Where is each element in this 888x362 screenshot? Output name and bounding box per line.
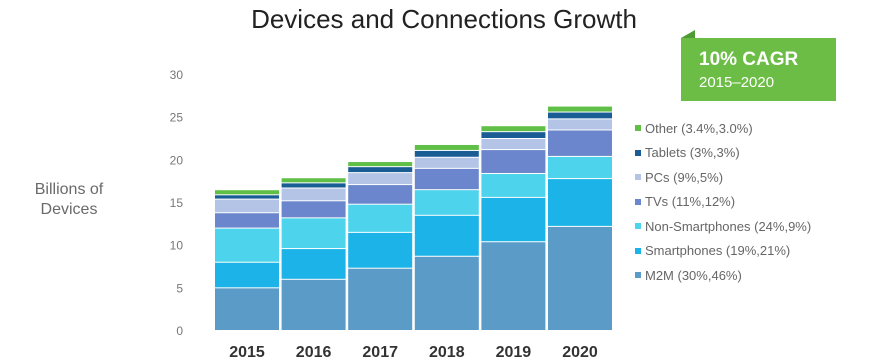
bar-segment (281, 178, 346, 183)
bar-segment (215, 262, 279, 288)
bar-segment (215, 288, 279, 330)
bar-segment (348, 232, 413, 268)
legend-label: Smartphones (19%,21%) (645, 243, 791, 259)
legend-item: PCs (9%,5%) (635, 165, 885, 190)
legend-swatch (635, 272, 641, 279)
chart-title: Devices and Connections Growth (251, 4, 637, 34)
bar-segment (348, 268, 413, 330)
legend-swatch (635, 247, 641, 254)
legend-label: Non-Smartphones (24%,9%) (645, 218, 812, 234)
cagr-callout: 10% CAGR 2015–2020 (681, 30, 836, 101)
bar-segment (548, 179, 612, 226)
bar-segment (215, 228, 279, 262)
legend-item: Smartphones (19%,21%) (635, 239, 885, 264)
callout-notch (681, 30, 695, 38)
legend: Other (3.4%,3.0%) Tablets (3%,3%) PCs (9%,… (635, 116, 885, 288)
bar-segment (414, 157, 479, 168)
legend-label: TVs (11%,12%) (645, 194, 736, 210)
y-tick-label: 0 (176, 324, 183, 338)
legend-item: Tablets (3%,3%) (635, 141, 885, 166)
bar-segment (215, 199, 279, 213)
bar-segment (215, 213, 279, 228)
bar-segment (281, 279, 346, 330)
bar-segment (548, 112, 612, 119)
bar-segment (348, 162, 413, 167)
bar-segment (481, 150, 546, 173)
bar-segment (281, 218, 346, 249)
bar-segment (215, 190, 279, 195)
bar-segment (481, 126, 546, 132)
legend-item: Non-Smartphones (24%,9%) (635, 214, 885, 239)
bar-segment (481, 173, 546, 197)
legend-label: Other (3.4%,3.0%) (645, 120, 753, 136)
bar-segment (548, 130, 612, 156)
cagr-title: 10% CAGR (699, 49, 799, 70)
legend-swatch (635, 149, 641, 156)
bar-segment (548, 226, 612, 330)
legend-swatch (635, 198, 641, 205)
bar-segment (281, 201, 346, 218)
bar-segment (481, 132, 546, 138)
bar-segment (548, 119, 612, 130)
legend-label: PCs (9%,5%) (645, 169, 724, 185)
x-tick-label: 2020 (562, 344, 598, 361)
x-tick-label: 2015 (229, 344, 265, 361)
bar-segment (348, 185, 413, 204)
bar-segment (414, 256, 479, 330)
bar-segment (481, 139, 546, 150)
bar-segment (481, 242, 546, 330)
y-tick-label: 5 (176, 281, 183, 295)
bar-segment (348, 204, 413, 232)
y-tick-label: 25 (170, 111, 184, 125)
legend-label: Tablets (3%,3%) (645, 145, 740, 161)
bar-segment (414, 144, 479, 150)
cagr-subtitle: 2015–2020 (699, 74, 775, 91)
y-tick-label: 10 (170, 239, 184, 253)
legend-item: TVs (11%,12%) (635, 190, 885, 215)
legend-swatch (635, 174, 641, 181)
y-tick-label: 30 (170, 68, 184, 82)
bar-segment (348, 173, 413, 185)
bar-segment (414, 215, 479, 256)
legend-swatch (635, 223, 641, 230)
bar-segment (414, 168, 479, 190)
legend-item: M2M (30%,46%) (635, 263, 885, 288)
x-tick-label: 2017 (362, 344, 398, 361)
bar-segment (481, 197, 546, 242)
x-tick-label: 2018 (429, 344, 465, 361)
legend-item: Other (3.4%,3.0%) (635, 116, 885, 141)
x-tick-label: 2019 (496, 344, 532, 361)
y-tick-label: 15 (170, 196, 184, 210)
bar-segment (348, 167, 413, 173)
y-tick-label: 20 (170, 153, 184, 167)
legend-swatch (635, 125, 641, 132)
bar-segment (281, 188, 346, 201)
y-axis-label: Billions of Devices (34, 181, 104, 218)
bar-segment (414, 190, 479, 215)
bar-segment (548, 156, 612, 179)
bar-segment (215, 195, 279, 199)
bar-segment (281, 249, 346, 279)
bar-segment (414, 150, 479, 157)
bar-segment (281, 183, 346, 188)
x-tick-label: 2016 (296, 344, 332, 361)
bar-segment (548, 106, 612, 112)
legend-label: M2M (30%,46%) (645, 267, 742, 283)
